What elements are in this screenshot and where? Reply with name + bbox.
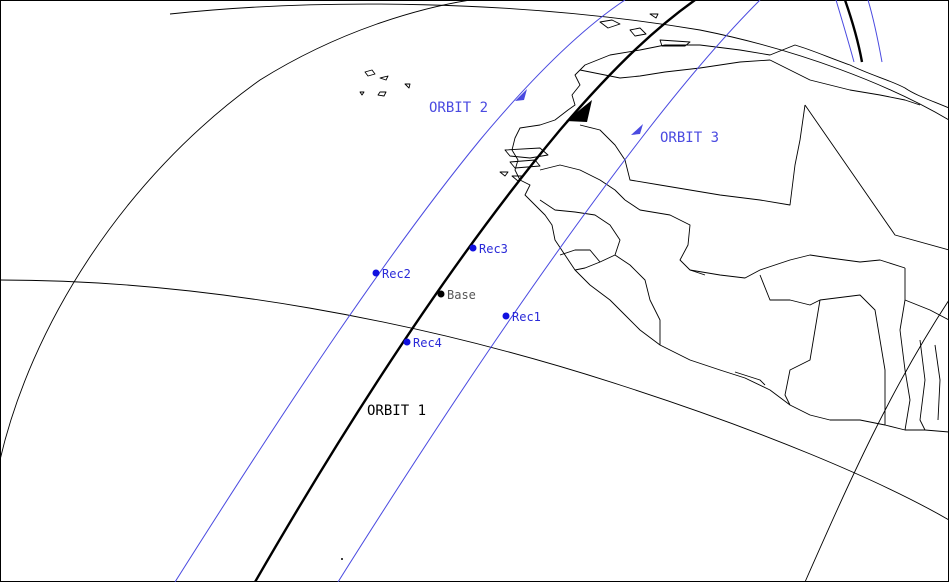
- graticule-parallel-north: [169, 3, 949, 121]
- island-canary-5: [359, 91, 365, 96]
- point-rec4-marker: [403, 338, 411, 346]
- point-rec4-label: Rec4: [413, 336, 442, 350]
- point-rec1-marker: [502, 312, 510, 320]
- orbit-1-label: ORBIT 1: [367, 403, 426, 419]
- border-senegal: [539, 164, 626, 201]
- point-rec3-label: Rec3: [479, 242, 508, 256]
- point-rec2: Rec2: [372, 267, 411, 281]
- orbit-2-track: [174, 0, 626, 582]
- orbit-2-direction-arrow: [515, 89, 527, 101]
- orbit-tracks: [174, 0, 883, 582]
- orbit-3-label: ORBIT 3: [660, 130, 719, 146]
- stray-dot: [341, 558, 343, 560]
- island-canary-4: [404, 83, 411, 89]
- island-small-1: [649, 13, 659, 19]
- border-burkina: [759, 274, 821, 306]
- border-benin: [904, 299, 949, 321]
- point-rec1-label: Rec1: [512, 310, 541, 324]
- point-rec2-marker: [372, 269, 380, 277]
- border-liberia: [614, 254, 661, 345]
- island-canary-2: [379, 75, 389, 81]
- border-guinea: [539, 199, 621, 271]
- border-mali-niger: [804, 104, 949, 251]
- border-ghana-west: [784, 299, 821, 406]
- border-ghana-east: [819, 294, 886, 425]
- orbit-3-direction-arrow: [631, 124, 643, 135]
- point-rec4: Rec4: [403, 336, 442, 350]
- coastline-islets-west-3: [499, 171, 509, 177]
- border-sierra-leone: [559, 249, 601, 263]
- border-mauritania-mali: [579, 104, 806, 206]
- border-morocco-south: [579, 59, 771, 79]
- coastline-gulf-detail: [734, 371, 766, 386]
- island-canary-3: [377, 91, 387, 97]
- border-nigeria: [934, 344, 941, 421]
- orbit-1-direction-arrow: [566, 100, 592, 122]
- point-base: Base: [437, 288, 476, 302]
- graticule-meridian-east: [804, 299, 949, 582]
- border-togo: [899, 268, 911, 431]
- graticule-meridian-west: [0, 0, 471, 461]
- orbit-3-track-north: [867, 0, 883, 63]
- orbit-1-track: [253, 0, 696, 582]
- island-madeira: [599, 19, 621, 29]
- orbit-3-track: [337, 0, 761, 582]
- point-rec1: Rec1: [502, 310, 541, 324]
- orbit-2-label: ORBIT 2: [429, 100, 488, 116]
- orbit-1-track-north: [843, 0, 864, 63]
- border-benin-2: [919, 339, 926, 431]
- graticule-parallel-south: [0, 279, 949, 521]
- border-cote-ivoire: [689, 254, 906, 279]
- border-guinea-mali: [624, 199, 706, 276]
- point-rec3-marker: [469, 244, 477, 252]
- border-mali-east: [769, 59, 921, 106]
- point-base-marker: [437, 290, 445, 298]
- island-canary-1: [364, 69, 376, 77]
- island-small-3: [659, 39, 691, 47]
- point-base-label: Base: [447, 288, 476, 302]
- point-rec2-label: Rec2: [382, 267, 411, 281]
- coastline-islets-west-2: [509, 159, 541, 169]
- coastline: [359, 13, 949, 433]
- point-rec3: Rec3: [469, 242, 508, 256]
- orbit-2-track-north: [835, 0, 855, 63]
- island-small-2: [629, 27, 647, 37]
